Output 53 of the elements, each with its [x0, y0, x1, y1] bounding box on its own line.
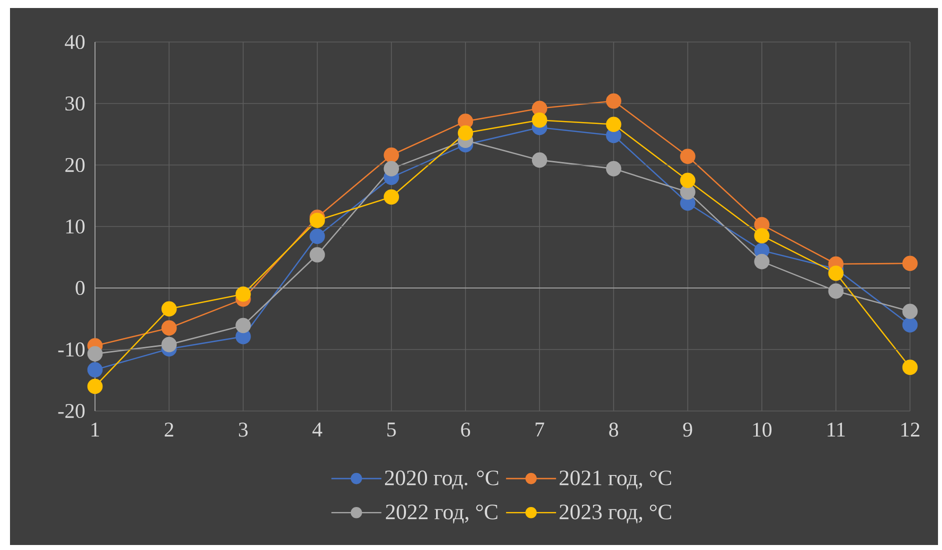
- point: [87, 362, 103, 378]
- x-tick-label: 7: [536, 422, 544, 436]
- point: [532, 152, 548, 168]
- y-tick-label: 20: [65, 158, 85, 172]
- x-tick-label: 8: [609, 422, 618, 437]
- point: [458, 125, 474, 141]
- x-tick-label: 4: [312, 422, 322, 436]
- point: [606, 116, 622, 132]
- point: [828, 283, 844, 299]
- point: [161, 301, 177, 317]
- legend-label: 2022 год, °C: [386, 504, 498, 524]
- point: [384, 189, 400, 205]
- x-tick-label: 1: [92, 422, 99, 436]
- point: [828, 266, 844, 281]
- point: [236, 286, 251, 302]
- x-tick-label: 10: [753, 422, 772, 437]
- y-tick-label: 10: [66, 219, 85, 234]
- point: [902, 304, 918, 320]
- y-tick-label: 30: [65, 96, 85, 111]
- x-tick-label: 11: [828, 422, 845, 436]
- point: [161, 336, 177, 352]
- point: [236, 318, 251, 334]
- point: [680, 172, 696, 188]
- x-tick-label: 9: [683, 422, 692, 437]
- point: [310, 212, 325, 228]
- y-tick-label: -10: [58, 342, 85, 357]
- point: [87, 378, 103, 394]
- point: [384, 161, 400, 176]
- x-tick-label: 6: [461, 422, 470, 437]
- point: [532, 112, 548, 128]
- point: [606, 93, 622, 109]
- y-tick-label: -20: [58, 404, 85, 418]
- point: [754, 228, 770, 244]
- point: [606, 161, 622, 176]
- point: [310, 228, 325, 244]
- legend-label: 2020 год. °C: [385, 470, 498, 490]
- point: [310, 247, 325, 262]
- y-tick-label: 40: [64, 34, 85, 50]
- point: [902, 256, 918, 272]
- point: [384, 148, 400, 163]
- point: [161, 320, 177, 336]
- point: [902, 360, 918, 375]
- legend-label: 2023 год, °C: [560, 504, 672, 524]
- x-tick-label: 3: [238, 422, 248, 437]
- x-tick-label: 2: [164, 422, 174, 436]
- x-tick-label: 12: [901, 422, 920, 436]
- point: [87, 346, 103, 362]
- x-tick-label: 5: [387, 422, 396, 437]
- point: [902, 317, 918, 333]
- point: [680, 148, 696, 164]
- point: [754, 254, 770, 270]
- legend-label: 2021 год, °C: [560, 470, 672, 490]
- y-tick-label: 0: [76, 280, 85, 296]
